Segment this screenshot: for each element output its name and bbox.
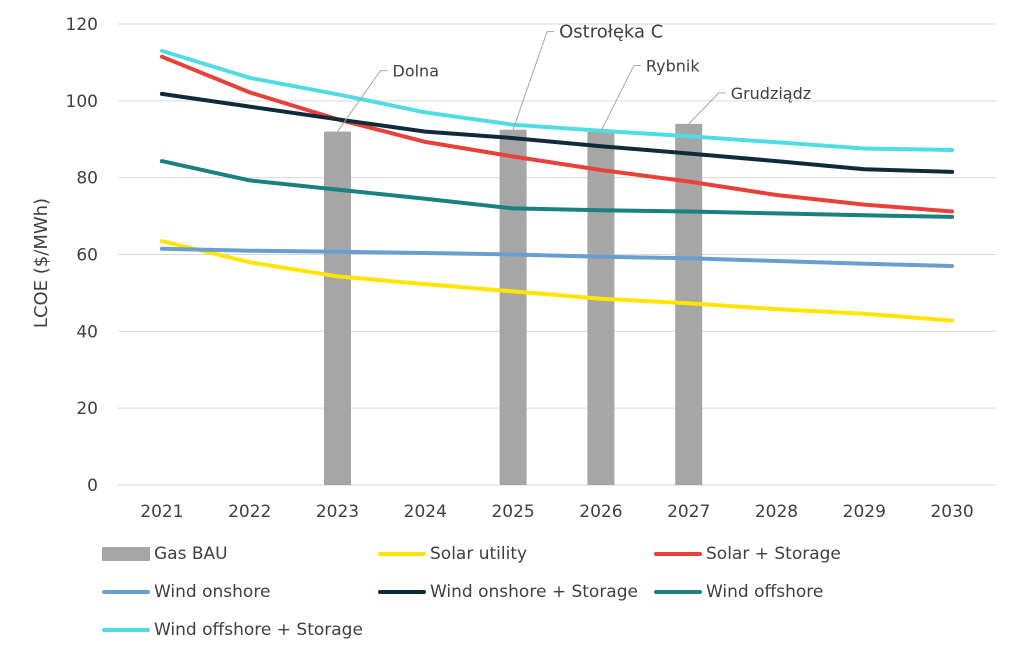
- x-tick-label: 2028: [755, 502, 798, 522]
- series-line-wind-onshore: [159, 246, 955, 268]
- annotation-leader-rybnik: [600, 65, 641, 132]
- legend-label: Wind onshore: [154, 582, 271, 602]
- legend-item-gas-bau: Gas BAU: [102, 544, 228, 564]
- bar-gas-bau-2023: [324, 131, 351, 486]
- x-tick-label: 2024: [404, 502, 447, 522]
- series-line-wind-offshore: [159, 159, 955, 219]
- annotation-label: Ostrołęka C: [559, 22, 663, 43]
- series-line-solar-utility: [159, 239, 955, 323]
- annotation-leader-ostro-ka-c: [512, 31, 555, 130]
- annotation-label: Grudziądz: [731, 84, 811, 103]
- legend: Gas BAU Solar utility Solar + Storage Wind …: [0, 540, 1024, 664]
- x-tick-label: 2026: [579, 502, 622, 522]
- plant-annotations: Dolna Ostrołęka C Rybnik Grudziądz: [337, 22, 811, 132]
- legend-label: Solar + Storage: [706, 544, 841, 564]
- legend-swatch: [102, 590, 150, 594]
- x-tick-labels: 2021 2022 2023 2024 2025 2026 2027 2028 2029 2030: [140, 502, 973, 522]
- y-axis-label: LCOE ($/MWh): [31, 198, 52, 328]
- y-tick-labels: 0 20 40 60 80 100 120: [66, 15, 98, 496]
- series-line-solar-storage: [159, 54, 955, 214]
- y-tick-label: 20: [76, 399, 98, 419]
- series-line-wind-offshore-storage: [159, 48, 955, 152]
- bar-gas-bau-2025: [499, 129, 527, 486]
- legend-label: Solar utility: [430, 544, 528, 564]
- legend-swatch: [378, 552, 426, 556]
- legend-swatch: [102, 628, 150, 632]
- annotation-leader-dolna: [337, 70, 388, 132]
- legend-label: Wind offshore + Storage: [154, 620, 363, 640]
- grid-lines: [118, 23, 996, 486]
- series-line-wind-onshore-storage: [159, 91, 955, 174]
- legend-label: Gas BAU: [154, 544, 228, 564]
- legend-item-wind-offshore: Wind offshore: [654, 582, 823, 602]
- series-lines: [159, 48, 955, 323]
- y-tick-label: 80: [76, 169, 98, 189]
- legend-swatch: [378, 590, 426, 594]
- legend-label: Wind offshore: [706, 582, 824, 602]
- x-tick-label: 2025: [491, 502, 534, 522]
- y-tick-label: 120: [66, 15, 98, 35]
- legend-item-wind-onshore-storage: Wind onshore + Storage: [378, 582, 638, 602]
- annotation-leader-grudzi-dz: [688, 92, 726, 125]
- legend-swatch: [654, 552, 702, 556]
- x-tick-label: 2029: [843, 502, 886, 522]
- y-tick-label: 60: [76, 246, 98, 266]
- legend-swatch: [654, 590, 702, 594]
- legend-swatch: [102, 547, 150, 561]
- x-tick-label: 2022: [228, 502, 271, 522]
- legend-label: Wind onshore + Storage: [430, 582, 638, 602]
- x-tick-label: 2030: [930, 502, 973, 522]
- y-tick-label: 0: [87, 476, 98, 496]
- bar-gas-bau-2026: [587, 131, 615, 486]
- annotation-label: Rybnik: [646, 57, 700, 76]
- chart-plot: Dolna Ostrołęka C Rybnik Grudziądz 0 20 40 60 8…: [31, 15, 996, 522]
- legend-item-solar-utility: Solar utility: [378, 544, 527, 564]
- x-tick-label: 2023: [316, 502, 359, 522]
- legend-item-wind-offshore-storage: Wind offshore + Storage: [102, 620, 363, 640]
- y-tick-label: 40: [76, 322, 98, 342]
- y-tick-label: 100: [66, 92, 98, 112]
- x-tick-label: 2021: [140, 502, 183, 522]
- annotation-label: Dolna: [393, 62, 440, 81]
- legend-item-solar-storage: Solar + Storage: [654, 544, 841, 564]
- legend-item-wind-onshore: Wind onshore: [102, 582, 270, 602]
- x-tick-label: 2027: [667, 502, 710, 522]
